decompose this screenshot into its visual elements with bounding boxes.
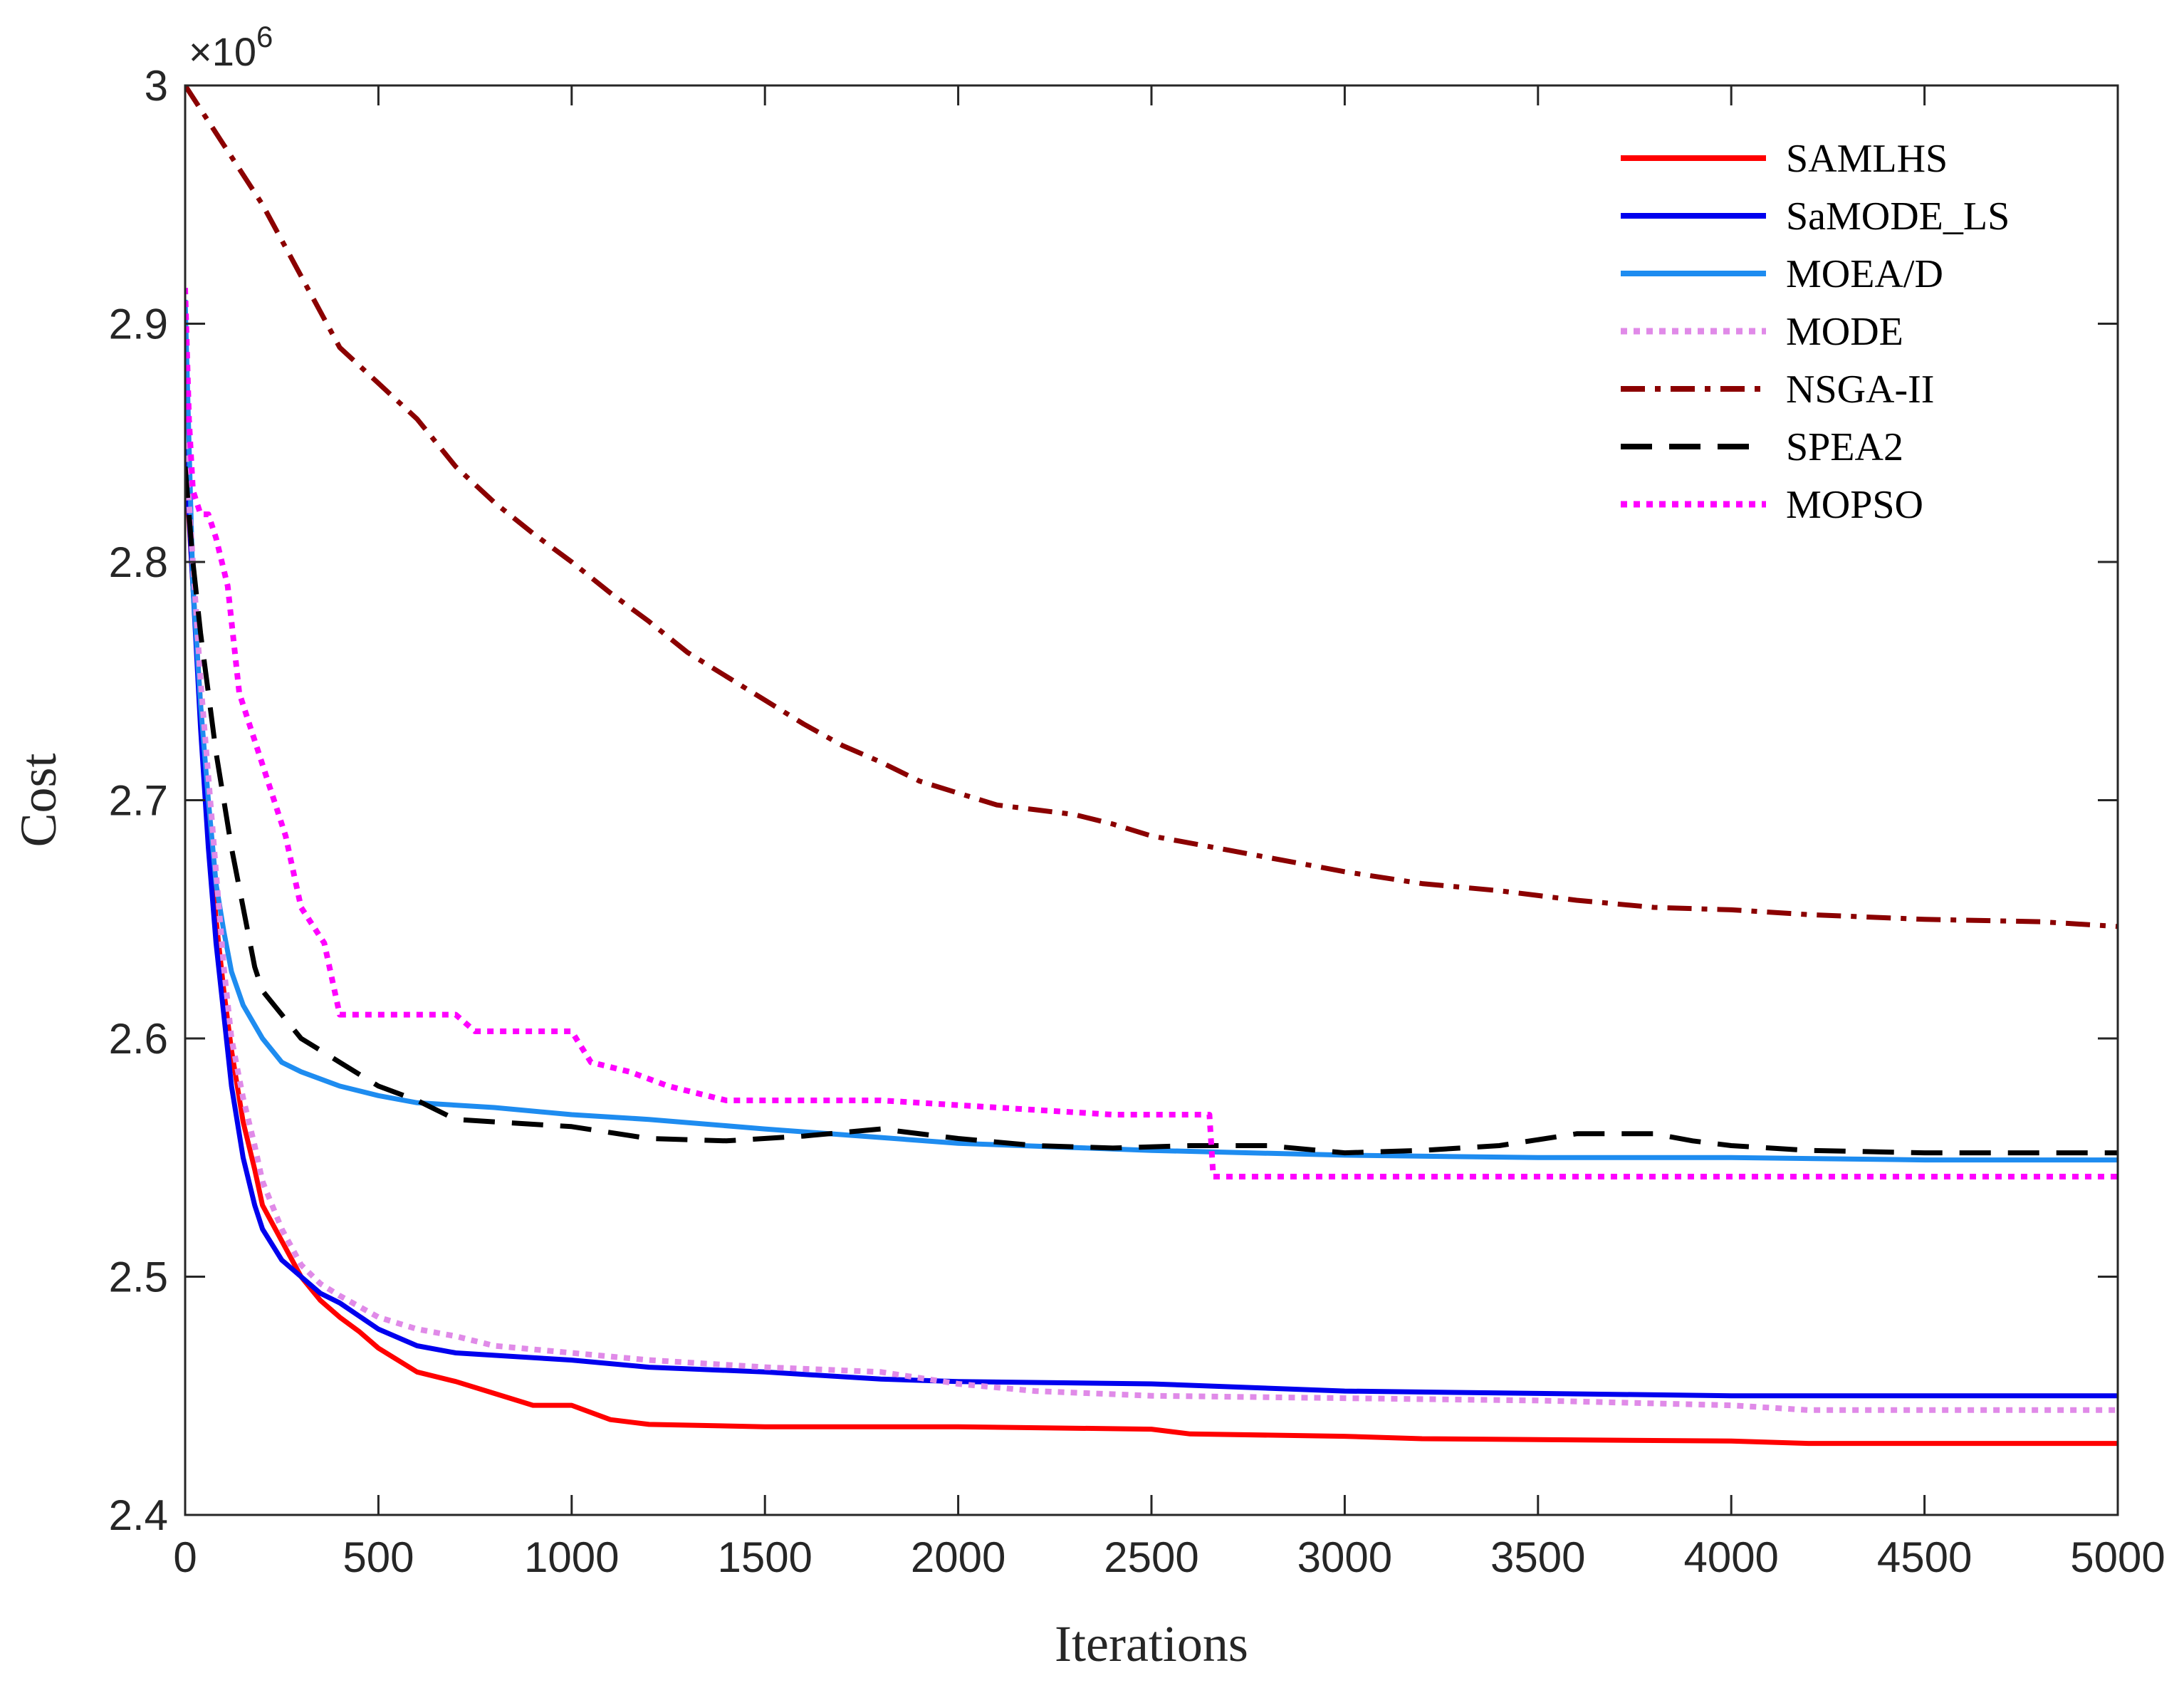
series-line-mode bbox=[185, 442, 2118, 1413]
legend-label: MODE bbox=[1786, 310, 1903, 354]
x-tick-label: 2000 bbox=[911, 1533, 1005, 1581]
x-tick-label: 3000 bbox=[1297, 1533, 1392, 1581]
y-tick-label: 2.4 bbox=[109, 1491, 168, 1539]
y-tick-label: 2.9 bbox=[109, 301, 168, 348]
series-line-nsga-ii bbox=[185, 85, 2118, 929]
x-tick-label: 1500 bbox=[717, 1533, 812, 1581]
y-axis-title: Cost bbox=[10, 753, 67, 847]
x-tick-label: 3500 bbox=[1490, 1533, 1585, 1581]
x-axis-title: Iterations bbox=[1055, 1615, 1248, 1672]
x-tick-label: 4500 bbox=[1877, 1533, 1972, 1581]
y-tick-label: 2.7 bbox=[109, 777, 168, 825]
series-line-spea2 bbox=[185, 466, 2118, 1156]
x-tick-label: 500 bbox=[343, 1533, 414, 1581]
x-tick-label: 5000 bbox=[2070, 1533, 2165, 1581]
y-tick-label: 2.6 bbox=[109, 1015, 168, 1063]
plot-area bbox=[185, 85, 2118, 1515]
series-line-samlhs bbox=[185, 454, 2118, 1447]
legend-label: SaMODE_LS bbox=[1786, 194, 2010, 239]
y-tick-label: 2.8 bbox=[109, 538, 168, 586]
legend-label: SAMLHS bbox=[1786, 137, 1948, 181]
legend-label: NSGA-II bbox=[1786, 368, 1934, 412]
series-line-mopso bbox=[185, 288, 2118, 1179]
x-tick-label: 2500 bbox=[1104, 1533, 1198, 1581]
y-multiplier-label: ×106 bbox=[189, 20, 273, 74]
legend-label: MOPSO bbox=[1786, 483, 1923, 527]
y-tick-label: 3 bbox=[145, 62, 168, 110]
x-tick-label: 4000 bbox=[1683, 1533, 1778, 1581]
axes-layer: 0 500 1000 1500 2000 2500 3000 3500 4000 4500 5000… bbox=[10, 20, 2165, 1672]
series-layer bbox=[185, 85, 2118, 1447]
legend: SAMLHS SaMODE_LS MOEA/D MODE NSGA-II SPEA2 MOP… bbox=[1621, 137, 2010, 527]
x-tick-label: 0 bbox=[173, 1533, 197, 1581]
legend-label: MOEA/D bbox=[1786, 252, 1943, 296]
series-line-samode-ls bbox=[185, 442, 2118, 1399]
y-tick-label: 2.5 bbox=[109, 1254, 168, 1301]
x-tick-label: 1000 bbox=[524, 1533, 619, 1581]
legend-label: SPEA2 bbox=[1786, 425, 1903, 469]
